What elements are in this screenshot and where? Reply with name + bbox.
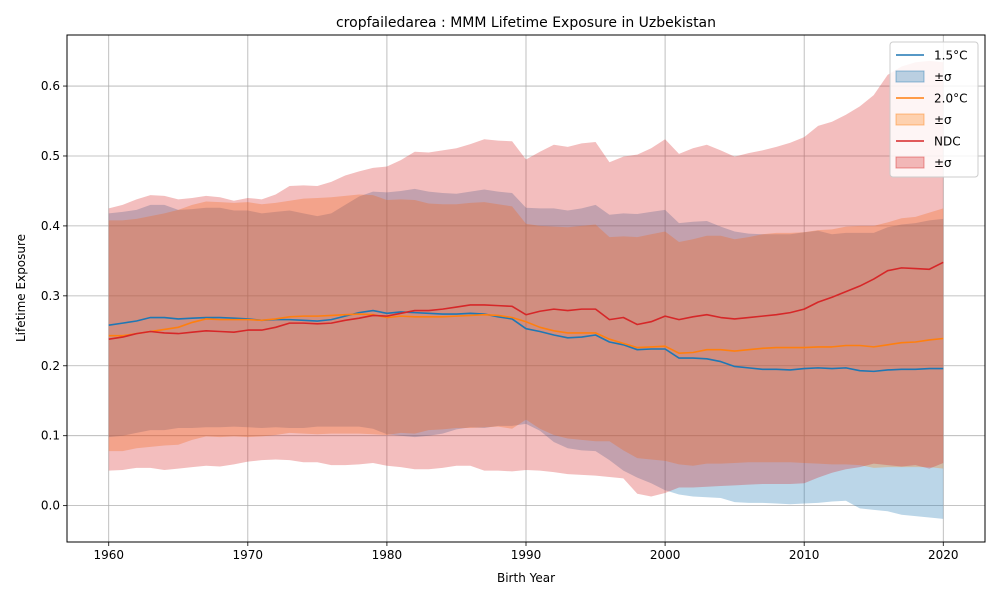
sigma-band-NDC — [108, 60, 944, 497]
y-axis-label: Lifetime Exposure — [14, 234, 28, 342]
y-tick-label: 0.3 — [41, 289, 60, 303]
legend-label: 1.5°C — [934, 49, 967, 63]
chart-title: cropfailedarea : MMM Lifetime Exposure i… — [336, 15, 716, 31]
y-axis-ticks: 0.0 0.1 0.2 0.3 0.4 0.5 0.6 — [41, 79, 67, 513]
legend-band-swatch — [895, 113, 925, 126]
legend-band-label: ±σ — [934, 113, 952, 127]
x-tick-label: 1960 — [93, 548, 124, 562]
grid — [67, 35, 985, 542]
sigma-bands — [108, 60, 944, 519]
y-tick-label: 0.4 — [41, 219, 60, 233]
series-line-NDC — [108, 261, 944, 340]
y-tick-label: 0.5 — [41, 149, 60, 163]
series-line-2.0°C — [108, 313, 944, 354]
sigma-band-1.5°C — [108, 188, 944, 519]
legend-box — [889, 41, 979, 178]
legend: 1.5°C ±σ 2.0°C ±σ NDC ±σ — [889, 41, 979, 178]
y-tick-label: 0.1 — [41, 429, 60, 443]
x-axis-ticks: 1960 1970 1980 1990 2000 2010 2020 — [93, 542, 959, 562]
x-tick-label: 2010 — [789, 548, 820, 562]
y-tick-label: 0.0 — [41, 499, 60, 513]
sigma-band-2.0°C — [108, 194, 944, 469]
y-tick-label: 0.6 — [41, 79, 60, 93]
x-tick-label: 1990 — [511, 548, 542, 562]
x-tick-label: 2020 — [928, 548, 959, 562]
legend-band-label: ±σ — [934, 70, 952, 84]
legend-label: 2.0°C — [934, 92, 967, 106]
x-axis-label: Birth Year — [497, 571, 555, 585]
x-tick-label: 1970 — [233, 548, 264, 562]
legend-label: NDC — [934, 135, 961, 149]
x-tick-label: 1980 — [372, 548, 403, 562]
legend-band-swatch — [895, 70, 925, 83]
y-tick-label: 0.2 — [41, 359, 60, 373]
series-lines — [108, 261, 944, 373]
legend-band-label: ±σ — [934, 156, 952, 170]
legend-band-swatch — [895, 156, 925, 169]
x-tick-label: 2000 — [650, 548, 681, 562]
